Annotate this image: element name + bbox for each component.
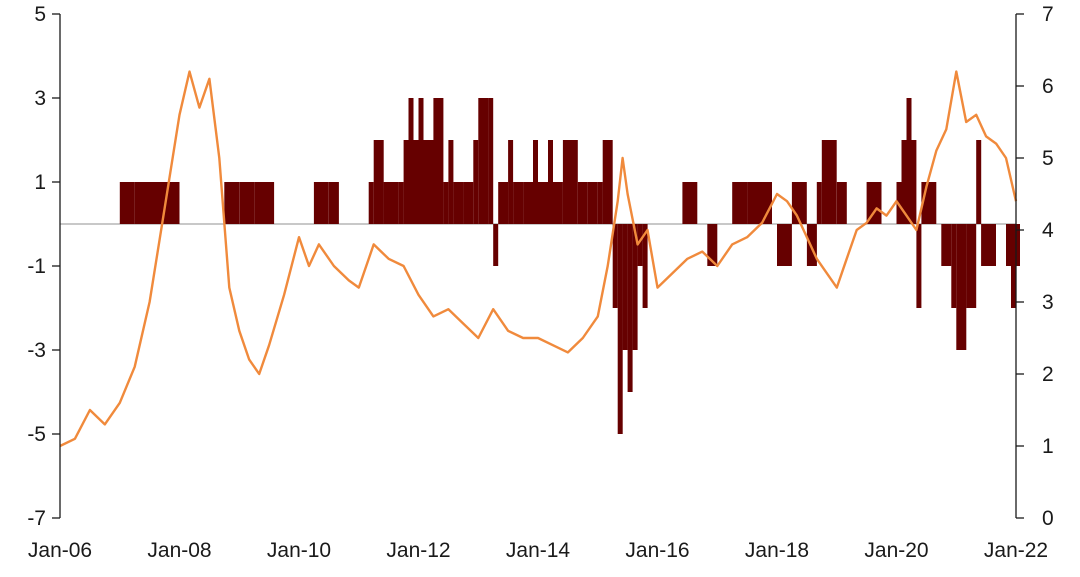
right-tick-label: 3	[1042, 291, 1054, 314]
bar-2022-01	[1016, 224, 1020, 266]
bar-2014-04	[552, 182, 563, 224]
bar-2021-12	[1011, 224, 1016, 308]
bar-2015-10	[642, 224, 648, 308]
bar-2018-04	[791, 182, 807, 224]
x-tick-label: Jan-14	[506, 539, 571, 562]
bar-2012-08	[453, 182, 464, 224]
right-tick-label: 0	[1042, 507, 1054, 530]
bar-2012-01	[418, 98, 424, 224]
bar-2011-09	[398, 182, 404, 224]
bar-2020-10	[941, 224, 952, 266]
bar-2021-01	[956, 224, 967, 350]
bar-2009-04	[254, 182, 275, 224]
bar-2014-11	[587, 182, 598, 224]
bar-2011-03	[368, 182, 374, 224]
left-tick-label: 5	[34, 3, 46, 26]
bar-2012-12	[473, 140, 479, 224]
bar-2018-10	[821, 140, 837, 224]
bar-2020-05	[916, 224, 922, 308]
left-tick-label: 1	[34, 171, 46, 194]
bar-2016-11	[707, 224, 718, 266]
bar-2015-08	[632, 224, 638, 350]
bar-2015-02	[602, 140, 613, 224]
bar-2016-06	[682, 182, 698, 224]
bar-2012-06	[443, 182, 449, 224]
bar-2011-10	[403, 140, 409, 224]
bar-2014-09	[577, 182, 588, 224]
left-tick-label: -3	[27, 339, 46, 362]
x-tick-label: Jan-20	[864, 539, 928, 562]
bar-2019-01	[836, 182, 847, 224]
x-tick-label: Jan-06	[28, 539, 92, 562]
bar-2013-07	[508, 140, 514, 224]
bar-2013-05	[498, 182, 509, 224]
bar-2012-10	[463, 182, 474, 224]
bar-2012-04	[433, 98, 444, 224]
bar-2017-07	[747, 182, 772, 224]
bar-2013-08	[513, 182, 524, 224]
x-tick-label: Jan-22	[984, 539, 1048, 562]
right-tick-label: 6	[1042, 75, 1054, 98]
left-tick-label: 3	[34, 87, 46, 110]
bar-2013-04	[493, 224, 499, 266]
bar-2011-11	[408, 98, 414, 224]
bar-2011-04	[373, 140, 384, 224]
left-y-ticks: 5 3 1 -1 -3 -5 -7	[27, 3, 60, 530]
line-series	[59, 70, 1018, 448]
bar-2015-07	[627, 224, 633, 392]
x-tick-label: Jan-12	[386, 539, 450, 562]
x-tick-label: Jan-08	[147, 539, 211, 562]
x-tick-label: Jan-10	[267, 539, 331, 562]
bar-2018-01	[777, 224, 792, 266]
bar-2011-12	[413, 140, 419, 224]
bar-2008-10	[224, 182, 240, 224]
bar-2021-03	[966, 224, 977, 308]
bar-2007-01	[119, 182, 135, 224]
bar-2013-03	[488, 98, 494, 224]
bar-2014-06	[562, 140, 578, 224]
bar-2018-07	[806, 224, 817, 266]
bar-2015-06	[622, 224, 628, 350]
right-tick-label: 5	[1042, 147, 1054, 170]
bar-2020-12	[951, 224, 957, 308]
bar-2019-07	[866, 182, 882, 224]
bar-2020-03	[906, 98, 912, 224]
bar-2015-09	[637, 224, 643, 266]
bar-2014-01	[538, 182, 548, 224]
bar-2010-04	[313, 182, 329, 224]
bar-2021-05	[976, 140, 982, 224]
x-tick-label: Jan-16	[625, 539, 689, 562]
bar-2012-07	[448, 140, 454, 224]
left-tick-label: -5	[27, 423, 46, 446]
bar-series	[119, 98, 1020, 434]
bar-2013-01	[478, 98, 489, 224]
right-tick-label: 4	[1042, 219, 1054, 242]
right-tick-label: 2	[1042, 363, 1054, 386]
bar-2013-10	[523, 182, 534, 224]
bar-2015-01	[597, 182, 603, 224]
bar-2020-04	[911, 140, 917, 224]
right-y-ticks: 7 6 5 4 3 2 1 0	[1016, 3, 1054, 530]
bar-2015-04	[612, 224, 618, 308]
left-tick-label: -7	[27, 507, 46, 530]
bar-2013-12	[533, 140, 538, 224]
right-tick-label: 7	[1042, 3, 1054, 26]
bar-2011-06	[383, 182, 399, 224]
bar-2014-03	[548, 140, 553, 224]
bar-2017-04	[732, 182, 748, 224]
left-tick-label: -1	[27, 255, 46, 278]
x-axis-ticks: Jan-06 Jan-08 Jan-10 Jan-12 Jan-14 Jan-16 Jan-…	[28, 539, 1048, 562]
bar-2021-11	[1006, 224, 1011, 266]
bar-2012-02	[423, 140, 434, 224]
x-tick-label: Jan-18	[745, 539, 809, 562]
bar-2018-09	[816, 182, 822, 224]
bar-2021-06	[981, 224, 996, 266]
bar-2007-04	[134, 182, 180, 224]
bar-2010-07	[328, 182, 339, 224]
bar-2020-02	[901, 140, 907, 224]
right-tick-label: 1	[1042, 435, 1054, 458]
bar-2015-05	[617, 224, 623, 434]
bar-2009-01	[239, 182, 255, 224]
